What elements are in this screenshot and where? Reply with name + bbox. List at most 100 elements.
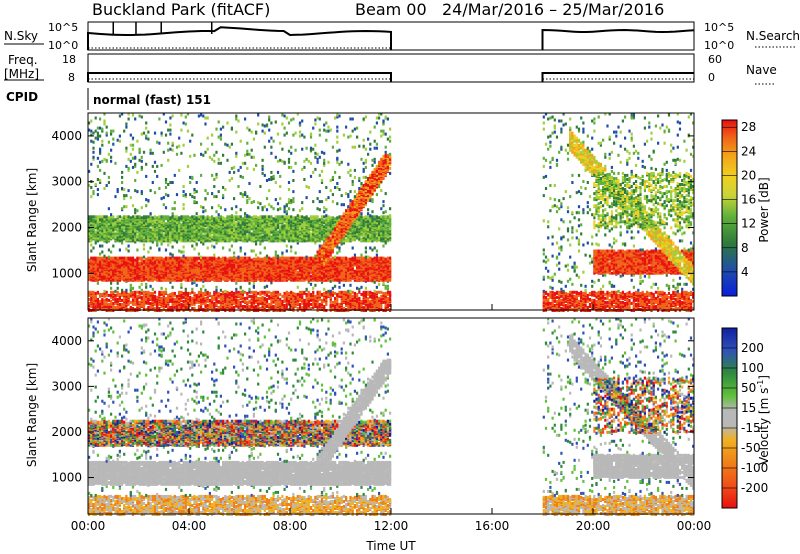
heatmap-cell (140, 220, 143, 224)
heatmap-cell (167, 293, 170, 297)
heatmap-cell (265, 237, 269, 241)
heatmap-cell (88, 258, 91, 262)
heatmap-cell (197, 215, 200, 219)
heatmap-cell (195, 283, 198, 287)
heatmap-cell (233, 291, 236, 295)
heatmap-cell (129, 223, 132, 227)
heatmap-cell (263, 292, 266, 296)
heatmap-cell (136, 256, 139, 260)
heatmap-cell (178, 306, 181, 309)
heatmap-cell (213, 292, 216, 296)
heatmap-cell (272, 305, 275, 308)
heatmap-cell (123, 266, 126, 270)
heatmap-cell (131, 290, 135, 294)
heatmap-cell (153, 232, 157, 236)
heatmap-cell (96, 231, 99, 235)
heatmap-cell (171, 297, 174, 301)
heatmap-cell (222, 246, 225, 250)
heatmap-cell (169, 116, 172, 120)
heatmap-cell (140, 276, 143, 280)
heatmap-cell (213, 195, 216, 199)
heatmap-cell (270, 221, 273, 225)
heatmap-cell (101, 219, 104, 223)
heatmap-cell (204, 277, 207, 281)
heatmap-cell (158, 247, 161, 251)
heatmap-cell (246, 199, 249, 203)
heatmap-cell (136, 215, 139, 219)
heatmap-cell (226, 143, 229, 147)
heatmap-cell (224, 299, 227, 303)
heatmap-cell (123, 298, 126, 302)
heatmap-cell (202, 219, 205, 223)
heatmap-cell (237, 231, 240, 235)
heatmap-cell (208, 272, 211, 276)
heatmap-cell (123, 226, 126, 230)
heatmap-cell (283, 295, 286, 299)
heatmap-cell (259, 185, 262, 188)
heatmap-cell (149, 151, 152, 155)
sky-panel: N.Sky 10^5 10^0 10^5 10^0 N.Search (4, 21, 800, 52)
heatmap-cell (92, 232, 95, 236)
heatmap-cell (279, 261, 282, 265)
heatmap-cell (222, 264, 225, 268)
heatmap-cell (215, 233, 218, 237)
heatmap-cell (279, 237, 282, 241)
heatmap-cell (149, 291, 152, 295)
heatmap-cell (270, 121, 273, 125)
heatmap-cell (96, 137, 99, 141)
heatmap-cell (283, 274, 286, 278)
heatmap-cell (281, 228, 284, 232)
heatmap-cell (224, 226, 227, 230)
heatmap-cell (149, 246, 152, 250)
heatmap-cell (263, 145, 266, 149)
heatmap-cell (265, 258, 269, 262)
heatmap-cell (134, 164, 137, 168)
heatmap-cell (215, 302, 218, 306)
heatmap-cell (250, 266, 253, 270)
heatmap-cell (142, 298, 146, 302)
heatmap-cell (112, 306, 115, 309)
heatmap-cell (246, 307, 249, 310)
heatmap-cell (268, 215, 271, 219)
heatmap-cell (110, 234, 113, 238)
heatmap-cell (230, 307, 233, 310)
heatmap-cell (182, 121, 185, 125)
heatmap-cell (281, 238, 284, 242)
heatmap-cell (158, 141, 161, 145)
heatmap-cell (202, 284, 205, 288)
heatmap-cell (136, 170, 139, 174)
heatmap-cell (110, 295, 113, 299)
heatmap-cell (195, 230, 198, 234)
heatmap-cell (228, 248, 231, 252)
heatmap-cell (230, 126, 233, 130)
heatmap-cell (279, 302, 282, 306)
heatmap-cell (182, 190, 185, 194)
heatmap-cell (250, 201, 253, 205)
heatmap-cell (164, 273, 168, 277)
heatmap-cell (200, 301, 203, 305)
heatmap-cell (255, 130, 258, 134)
heatmap-cell (281, 234, 284, 238)
heatmap-cell (129, 277, 132, 281)
heatmap-cell (279, 239, 282, 243)
heatmap-cell (153, 307, 157, 310)
heatmap-cell (184, 218, 187, 222)
heatmap-cell (123, 188, 126, 191)
heatmap-cell (241, 161, 244, 165)
heatmap-cell (193, 191, 196, 195)
heatmap-cell (151, 228, 154, 232)
heatmap-cell (261, 171, 264, 175)
heatmap-cell (134, 267, 137, 271)
heatmap-cell (184, 259, 187, 263)
heatmap-cell (110, 302, 113, 306)
heatmap-cell (265, 301, 269, 305)
heatmap-cell (222, 232, 225, 236)
heatmap-cell (127, 301, 130, 305)
heatmap-cell (145, 294, 148, 298)
heatmap-cell (149, 189, 152, 193)
heatmap-cell (211, 297, 214, 301)
heatmap-cell (118, 278, 121, 282)
heatmap-cell (131, 298, 135, 302)
heatmap-cell (169, 252, 172, 256)
heatmap-cell (153, 259, 157, 263)
